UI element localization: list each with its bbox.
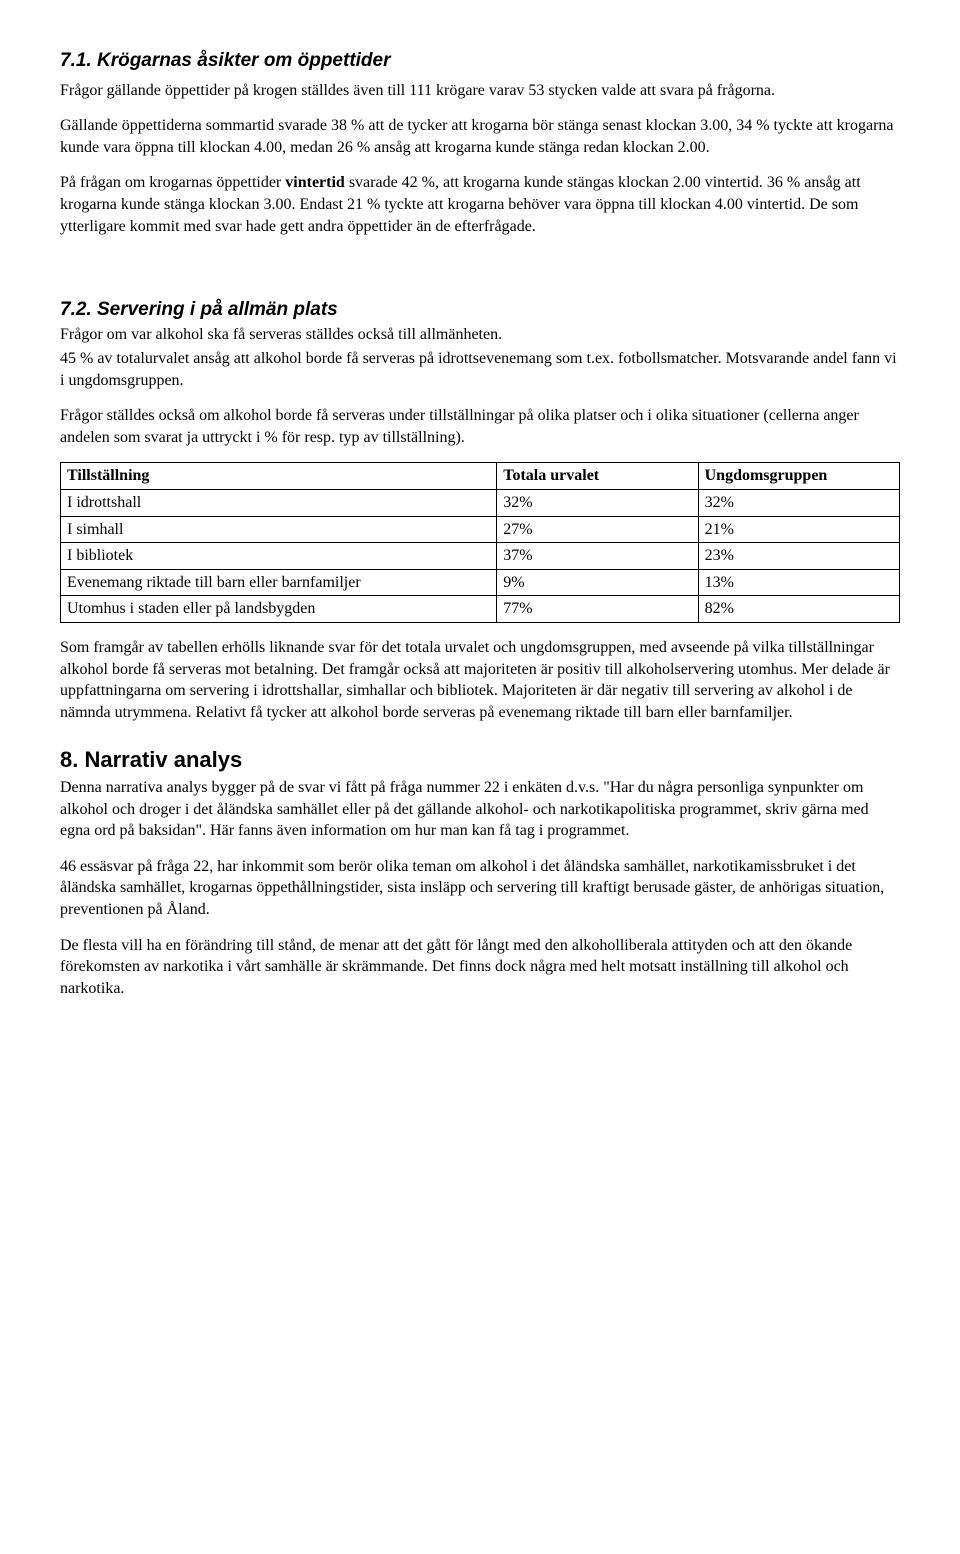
section-8-p2: 46 essäsvar på fråga 22, har inkommit so…	[60, 856, 900, 921]
td: 37%	[497, 543, 698, 570]
td: 32%	[698, 490, 899, 517]
table-row: Evenemang riktade till barn eller barnfa…	[61, 569, 900, 596]
bold-vintertid: vintertid	[285, 174, 345, 191]
td: 23%	[698, 543, 899, 570]
table-row: I idrottshall 32% 32%	[61, 490, 900, 517]
td: I simhall	[61, 516, 497, 543]
section-7-2-heading: 7.2. Servering i på allmän plats	[60, 297, 900, 323]
table-row: I simhall 27% 21%	[61, 516, 900, 543]
section-7-1-p3: På frågan om krogarnas öppettider vinter…	[60, 172, 900, 237]
th-ungdom: Ungdomsgruppen	[698, 463, 899, 490]
text-span: På frågan om krogarnas öppettider	[60, 174, 285, 191]
td: 13%	[698, 569, 899, 596]
section-7-2-p2: 45 % av totalurvalet ansåg att alkohol b…	[60, 348, 900, 391]
section-7-1-p1: Frågor gällande öppettider på krogen stä…	[60, 80, 900, 102]
td: Utomhus i staden eller på landsbygden	[61, 596, 497, 623]
servering-table: Tillställning Totala urvalet Ungdomsgrup…	[60, 462, 900, 623]
section-8-p3: De flesta vill ha en förändring till stå…	[60, 935, 900, 1000]
td: 82%	[698, 596, 899, 623]
td: Evenemang riktade till barn eller barnfa…	[61, 569, 497, 596]
td: 27%	[497, 516, 698, 543]
th-totala: Totala urvalet	[497, 463, 698, 490]
td: 9%	[497, 569, 698, 596]
table-row: I bibliotek 37% 23%	[61, 543, 900, 570]
td: I idrottshall	[61, 490, 497, 517]
section-7-2-p3: Frågor ställdes också om alkohol borde f…	[60, 405, 900, 448]
td: 77%	[497, 596, 698, 623]
section-7-2-p1: Frågor om var alkohol ska få serveras st…	[60, 324, 900, 346]
section-8-p1: Denna narrativa analys bygger på de svar…	[60, 777, 900, 842]
td: 21%	[698, 516, 899, 543]
th-tillstallning: Tillställning	[61, 463, 497, 490]
table-header-row: Tillställning Totala urvalet Ungdomsgrup…	[61, 463, 900, 490]
td: I bibliotek	[61, 543, 497, 570]
table-row: Utomhus i staden eller på landsbygden 77…	[61, 596, 900, 623]
section-7-1-heading: 7.1. Krögarnas åsikter om öppettider	[60, 48, 900, 74]
after-table-p1: Som framgår av tabellen erhölls liknande…	[60, 637, 900, 723]
td: 32%	[497, 490, 698, 517]
section-8-heading: 8. Narrativ analys	[60, 745, 900, 775]
section-7-1-p2: Gällande öppettiderna sommartid svarade …	[60, 115, 900, 158]
